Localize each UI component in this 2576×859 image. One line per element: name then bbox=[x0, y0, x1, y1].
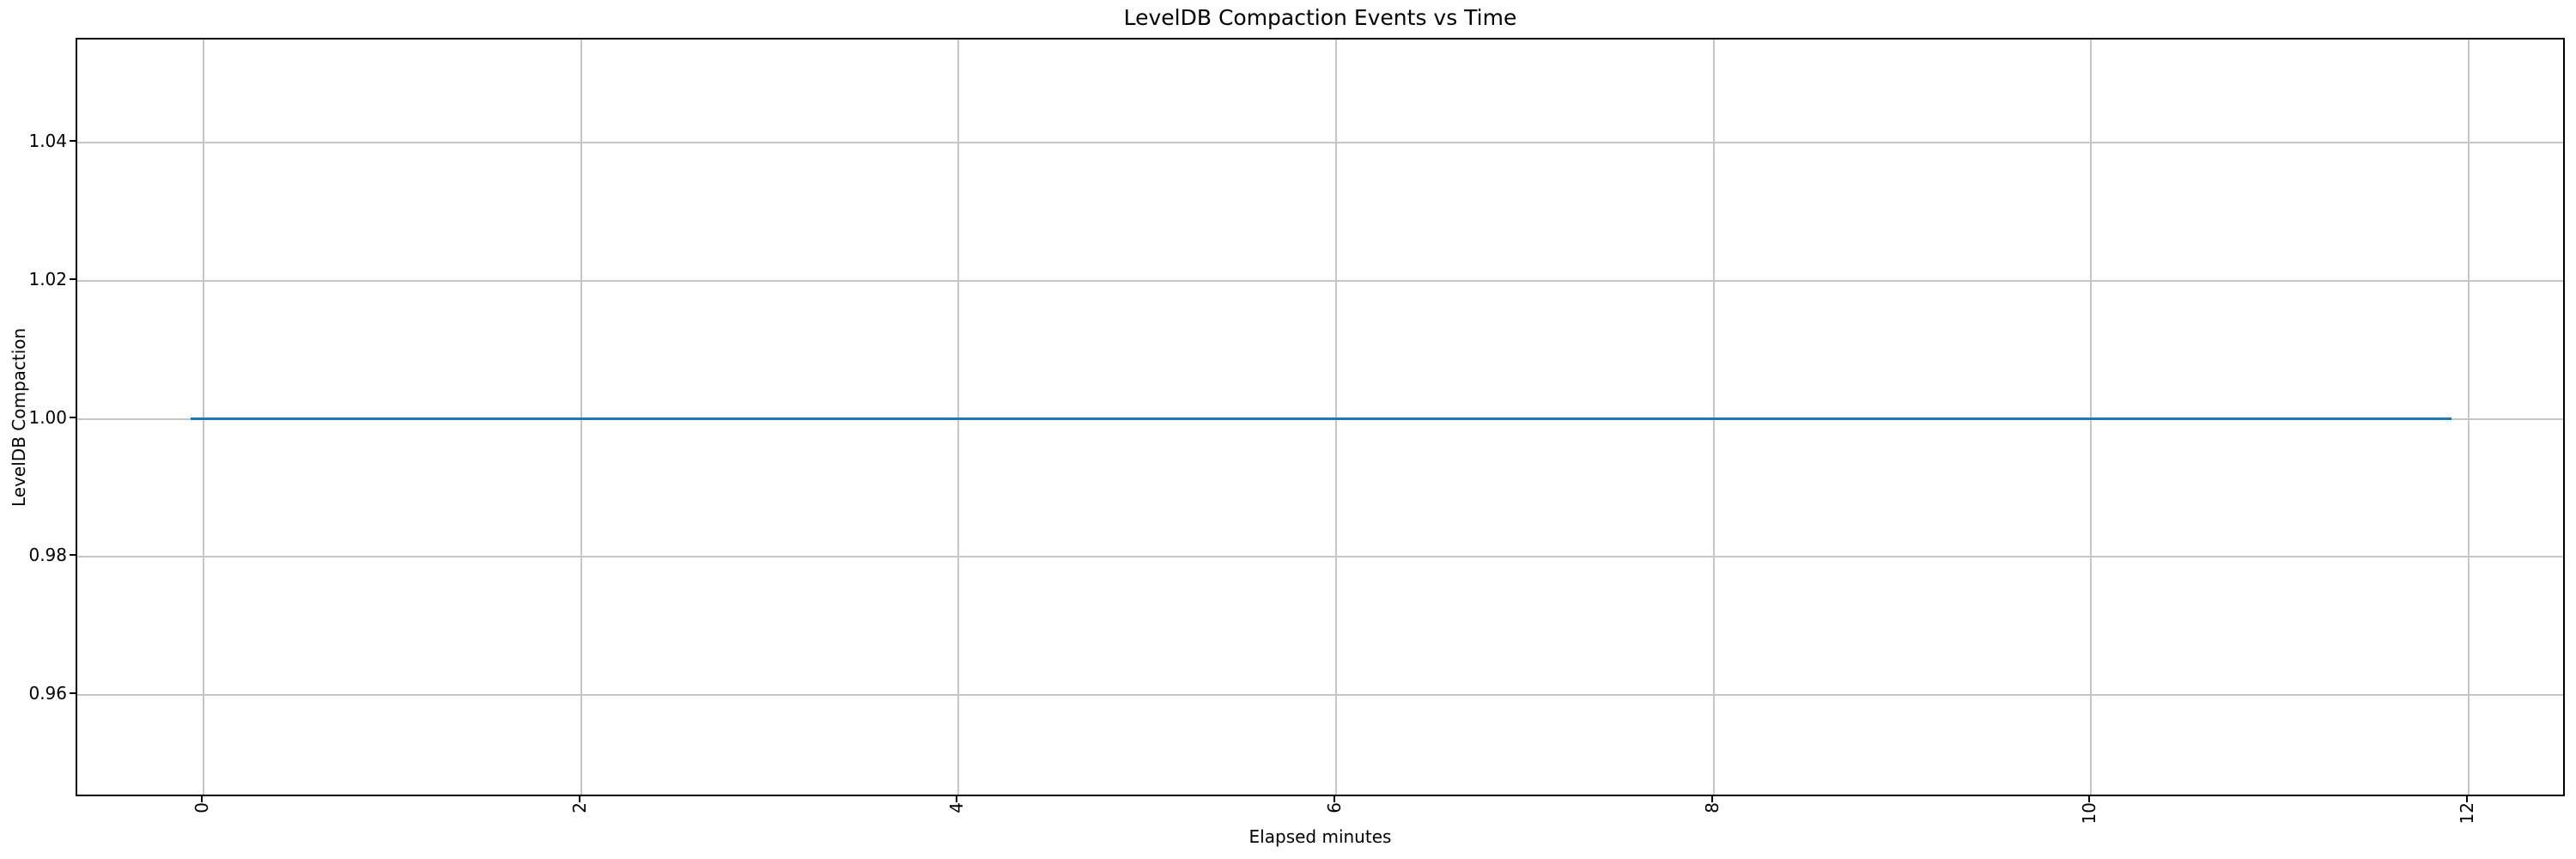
x-tick-label: 12 bbox=[2456, 802, 2477, 825]
x-tick-label: 4 bbox=[946, 802, 968, 813]
x-tick-mark bbox=[201, 796, 204, 802]
gridline-x bbox=[2090, 40, 2093, 795]
x-tick-label: 8 bbox=[1701, 802, 1722, 813]
y-tick-mark bbox=[70, 416, 76, 418]
gridline-x bbox=[957, 40, 960, 795]
gridline-x bbox=[580, 40, 582, 795]
y-tick-label: 1.04 bbox=[28, 131, 67, 152]
x-tick-label: 10 bbox=[2079, 802, 2100, 825]
y-tick-mark bbox=[70, 554, 76, 557]
data-series-line bbox=[190, 417, 2451, 420]
x-tick-label: 2 bbox=[568, 802, 590, 813]
x-tick-label: 6 bbox=[1323, 802, 1345, 813]
gridline-y bbox=[77, 142, 2563, 144]
plot-area bbox=[76, 38, 2565, 796]
y-tick-label: 0.96 bbox=[28, 682, 67, 704]
gridline-y bbox=[77, 556, 2563, 558]
y-tick-label: 1.00 bbox=[28, 406, 67, 428]
gridline-y bbox=[77, 693, 2563, 696]
y-tick-label: 0.98 bbox=[28, 545, 67, 566]
x-tick-mark bbox=[1333, 796, 1335, 802]
y-tick-mark bbox=[70, 691, 76, 694]
chart-title: LevelDB Compaction Events vs Time bbox=[1123, 5, 1517, 30]
y-tick-mark bbox=[70, 140, 76, 143]
x-tick-label: 0 bbox=[191, 802, 213, 813]
gridline-x bbox=[203, 40, 205, 795]
gridline-x bbox=[1712, 40, 1715, 795]
x-tick-mark bbox=[1710, 796, 1713, 802]
x-axis-label: Elapsed minutes bbox=[1249, 826, 1392, 847]
x-tick-mark bbox=[2088, 796, 2091, 802]
x-tick-mark bbox=[2465, 796, 2468, 802]
y-tick-label: 1.02 bbox=[28, 268, 67, 289]
y-tick-mark bbox=[70, 277, 76, 280]
gridline-y bbox=[77, 279, 2563, 282]
gridline-x bbox=[1334, 40, 1337, 795]
x-tick-mark bbox=[956, 796, 958, 802]
gridline-x bbox=[2467, 40, 2470, 795]
x-tick-mark bbox=[578, 796, 580, 802]
